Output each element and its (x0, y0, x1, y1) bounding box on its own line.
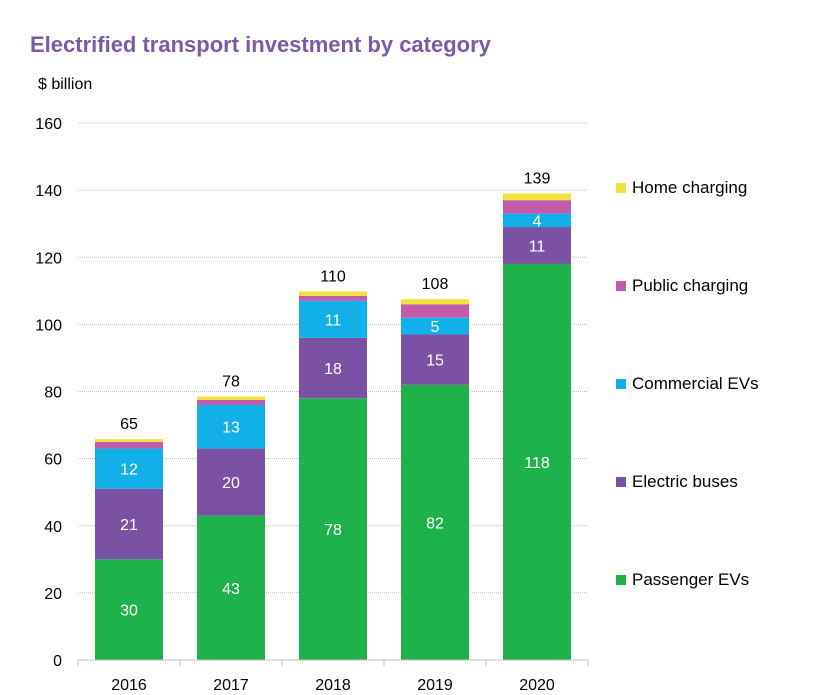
chart-title: Electrified transport investment by cate… (30, 32, 491, 57)
total-label: 78 (222, 374, 240, 391)
total-label: 139 (524, 170, 551, 187)
bar-segment (95, 448, 163, 489)
segment-value-labels: 30 21 12 43 20 13 78 18 11 82 15 5 118 11 4 (120, 213, 550, 619)
segment-value-label: 11 (529, 239, 546, 256)
y-tick-label: 120 (35, 250, 62, 267)
y-tick-label: 0 (53, 653, 62, 670)
total-label: 108 (422, 276, 449, 293)
y-axis-unit-label: $ billion (38, 76, 93, 93)
legend-swatch (616, 281, 626, 291)
legend-item: Passenger EVs (616, 569, 749, 591)
legend-swatch (616, 183, 626, 193)
bar-segment (197, 399, 265, 405)
x-axis: 2016 2017 2018 2019 2020 (77, 659, 589, 694)
legend-label: Public charging (632, 276, 749, 295)
legend-swatch (616, 575, 626, 585)
bar-segment (401, 304, 469, 318)
legend-label: Electric buses (632, 472, 738, 491)
y-tick-label: 80 (44, 385, 62, 402)
bar-segment (197, 404, 265, 449)
segment-value-label: 18 (324, 361, 342, 378)
segment-value-label: 4 (533, 213, 542, 230)
segment-value-label: 43 (222, 581, 240, 598)
bar-segment (197, 515, 265, 660)
total-label: 110 (320, 268, 346, 285)
x-tick-label: 2019 (417, 677, 453, 694)
y-tick-label: 160 (35, 116, 62, 133)
bar-segment (299, 300, 367, 338)
segment-value-label: 15 (426, 353, 444, 370)
bar-segment (401, 317, 469, 335)
bar-segment (95, 559, 163, 660)
bar-segment (503, 213, 571, 228)
bar-segment (299, 295, 367, 301)
segment-value-label: 5 (431, 319, 440, 336)
segment-value-label: 11 (325, 312, 342, 329)
y-tick-label: 60 (44, 452, 62, 469)
x-tick-label: 2017 (213, 677, 249, 694)
bar-segment (197, 448, 265, 516)
legend-label: Passenger EVs (632, 570, 750, 589)
bar-segment (299, 337, 367, 399)
y-axis-tick-labels: 0 20 40 60 80 100 120 140 160 (35, 116, 62, 670)
segment-value-label: 78 (324, 522, 342, 539)
legend-label: Home charging (632, 178, 748, 197)
legend-item: Electric buses (616, 471, 738, 493)
legend-item: Public charging (616, 275, 748, 297)
bar-segment (401, 334, 469, 385)
y-tick-label: 100 (35, 317, 62, 334)
total-labels: 65 78 110 108 139 (120, 170, 550, 433)
segment-value-label: 82 (426, 515, 444, 532)
total-label: 65 (120, 416, 138, 433)
legend-swatch (616, 379, 626, 389)
y-tick-label: 40 (44, 519, 62, 536)
x-tick-label: 2016 (111, 677, 147, 694)
segment-value-label: 13 (222, 420, 240, 437)
y-tick-label: 20 (44, 586, 62, 603)
segment-value-label: 20 (222, 475, 240, 492)
bars (95, 193, 571, 660)
bar-segment (503, 227, 571, 264)
bar-segment (95, 441, 163, 449)
y-tick-label: 140 (35, 183, 62, 200)
bar-segment (299, 291, 367, 296)
bar-segment (503, 200, 571, 214)
legend-label: Commercial EVs (632, 374, 759, 393)
legend-item: Home charging (616, 177, 747, 199)
legend-swatch (616, 477, 626, 487)
bar-segment (95, 488, 163, 560)
bar-segment (95, 439, 163, 442)
bar-segment (401, 299, 469, 305)
bar-segment (197, 396, 265, 400)
segment-value-label: 118 (524, 455, 550, 472)
bar-segment (503, 193, 571, 201)
bar-segment (299, 398, 367, 660)
bar-segment (503, 263, 571, 660)
bar-segment (401, 384, 469, 660)
segment-value-label: 21 (120, 517, 138, 534)
x-tick-label: 2018 (315, 677, 351, 694)
legend-item: Commercial EVs (616, 373, 759, 395)
x-tick-label: 2020 (519, 677, 555, 694)
segment-value-label: 30 (120, 603, 138, 620)
segment-value-label: 12 (120, 462, 138, 479)
